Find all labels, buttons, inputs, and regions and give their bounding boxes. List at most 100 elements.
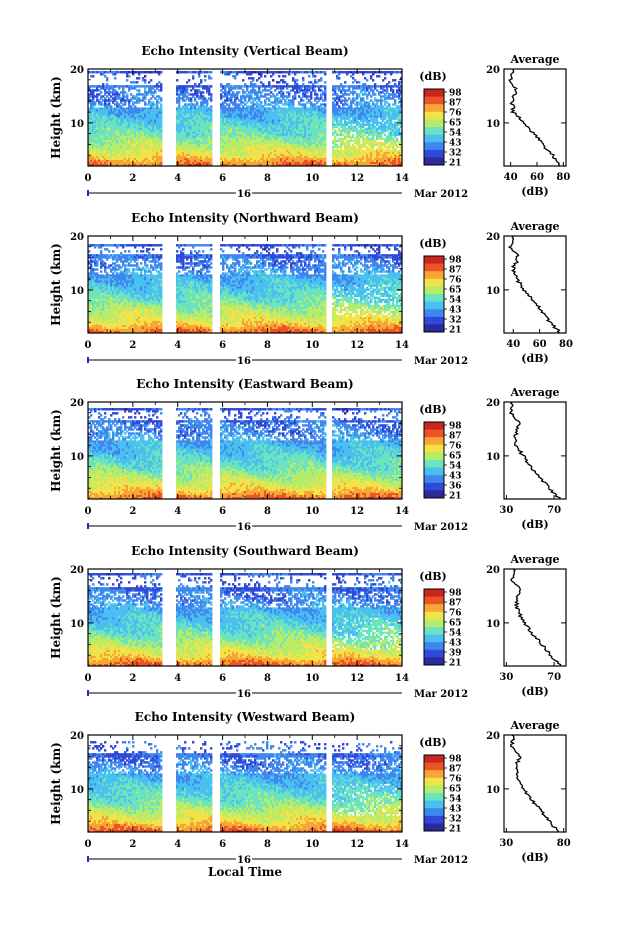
heatmap (88, 573, 402, 666)
profile-line (509, 69, 560, 166)
colorbar-tick-label: 39 (449, 649, 462, 659)
profile-frame (504, 69, 566, 166)
profile-y-tick-label: 20 (486, 731, 500, 742)
heatmap (88, 71, 402, 166)
profile-x-label: (dB) (521, 685, 548, 698)
x-tick-label: 0 (85, 173, 92, 184)
profile-title: Average (509, 220, 559, 233)
x-tick-label: 8 (264, 506, 271, 517)
x-tick-label: 6 (219, 839, 226, 850)
profile-line (510, 402, 560, 499)
x-tick-label: 6 (219, 506, 226, 517)
x-tick-label: 2 (129, 173, 136, 184)
profile-frame (504, 569, 566, 666)
colorbar-tick-label: 54 (449, 462, 462, 472)
colorbar-tick-label: 87 (449, 99, 462, 109)
profile-y-tick-label: 10 (486, 119, 500, 130)
colorbar-tick-label: 65 (449, 119, 462, 129)
date-day: 16 (237, 189, 251, 200)
colorbar-tick-label: 65 (449, 785, 462, 795)
colorbar-tick-label: 98 (449, 89, 462, 99)
profile-y-tick-label: 10 (486, 286, 500, 297)
x-tick-label: 12 (350, 340, 364, 351)
x-tick-label: 6 (219, 340, 226, 351)
date-label: Mar 2012 (414, 689, 468, 700)
y-tick-label: 20 (70, 65, 84, 76)
x-tick-label: 4 (174, 673, 181, 684)
profile-y-tick-label: 10 (486, 785, 500, 796)
profile-frame (504, 735, 566, 832)
colorbar-tick-label: 98 (449, 422, 462, 432)
y-tick-label: 10 (70, 119, 84, 130)
profile-line (511, 569, 561, 666)
x-tick-label: 4 (174, 173, 181, 184)
colorbar-tick-label: 54 (449, 296, 462, 306)
x-tick-label: 2 (129, 673, 136, 684)
profile-y-tick-label: 10 (486, 452, 500, 463)
colorbar-tick-label: 87 (449, 599, 462, 609)
y-tick-label: 20 (70, 731, 84, 742)
colorbar-unit: (dB) (419, 237, 446, 250)
y-axis-label: Height (km) (49, 576, 63, 659)
profile-y-tick-label: 20 (486, 565, 500, 576)
x-tick-label: 8 (264, 173, 271, 184)
x-tick-label: 4 (174, 340, 181, 351)
profile-x-tick-label: 80 (557, 838, 571, 849)
profile-x-tick-label: 80 (556, 172, 570, 183)
date-day: 16 (237, 522, 251, 533)
colorbar-tick-label: 21 (449, 492, 462, 502)
colorbar-tick-label: 87 (449, 266, 462, 276)
x-tick-label: 8 (264, 340, 271, 351)
colorbar-tick-label: 43 (449, 472, 462, 482)
profile-x-label: (dB) (521, 185, 548, 198)
y-tick-label: 20 (70, 565, 84, 576)
colorbar-unit: (dB) (419, 403, 446, 416)
colorbar-tick-label: 54 (449, 629, 462, 639)
x-tick-label: 6 (219, 673, 226, 684)
y-tick-label: 10 (70, 785, 84, 796)
profile-title: Average (509, 553, 559, 566)
x-tick-label: 8 (264, 673, 271, 684)
colorbar-tick-label: 36 (449, 482, 462, 492)
x-tick-label: 4 (174, 506, 181, 517)
colorbar-unit: (dB) (419, 70, 446, 83)
colorbar-tick-label: 65 (449, 619, 462, 629)
x-tick-label: 10 (305, 340, 319, 351)
x-tick-label: 6 (219, 173, 226, 184)
profile-x-label: (dB) (521, 352, 548, 365)
profile-y-tick-label: 20 (486, 398, 500, 409)
profile-x-tick-label: 70 (547, 505, 561, 516)
profile-x-tick-label: 40 (504, 172, 518, 183)
x-tick-label: 0 (85, 506, 92, 517)
x-tick-label: 12 (350, 506, 364, 517)
profile-x-tick-label: 30 (499, 838, 513, 849)
profile-x-tick-label: 60 (530, 172, 544, 183)
colorbar-unit: (dB) (419, 736, 446, 749)
profile-x-tick-label: 70 (547, 672, 561, 683)
x-tick-label: 2 (129, 340, 136, 351)
x-tick-label: 10 (305, 673, 319, 684)
x-tick-label: 14 (395, 673, 409, 684)
y-tick-label: 20 (70, 398, 84, 409)
x-tick-label: 0 (85, 340, 92, 351)
y-axis-label: Height (km) (49, 409, 63, 492)
colorbar-tick-label: 21 (449, 326, 462, 336)
colorbar-tick-label: 43 (449, 306, 462, 316)
date-label: Mar 2012 (414, 855, 468, 866)
colorbar-tick-label: 32 (449, 815, 462, 825)
y-tick-label: 10 (70, 452, 84, 463)
profile-x-label: (dB) (521, 851, 548, 864)
profile-x-label: (dB) (521, 518, 548, 531)
x-tick-label: 10 (305, 173, 319, 184)
colorbar-tick-label: 32 (449, 316, 462, 326)
profile-x-tick-label: 80 (559, 339, 573, 350)
heatmap (88, 408, 402, 499)
